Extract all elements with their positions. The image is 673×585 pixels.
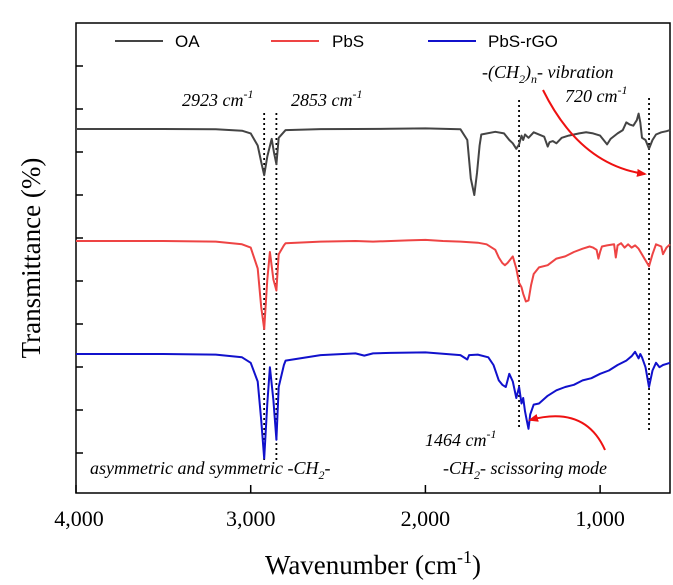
series-line-pbs xyxy=(76,238,671,330)
y-axis-title: Transmittance (%) xyxy=(16,158,46,359)
legend-label-pbs-rgo: PbS-rGO xyxy=(488,32,558,51)
x-tick-label: 4,000 xyxy=(54,506,104,531)
arrow-1464-scissoring xyxy=(528,414,606,451)
plot-frame xyxy=(75,22,671,494)
x-ticks: 4,000 3,000 2,000 1,000 xyxy=(54,485,625,531)
legend-label-oa: OA xyxy=(175,32,200,51)
x-tick-label: 3,000 xyxy=(226,506,276,531)
x-axis-title: Wavenumber (cm-1) xyxy=(265,547,481,580)
x-tick-label: 1,000 xyxy=(575,506,625,531)
arrow-720-vibration xyxy=(542,89,647,177)
annotation-ch2n-vibration: -(CH2)n- vibration xyxy=(482,62,614,86)
legend: OA PbS PbS-rGO xyxy=(115,32,558,51)
annotation-1464: 1464 cm-1 xyxy=(425,427,497,450)
annotation-2853: 2853 cm-1 xyxy=(291,87,363,110)
series-line-pbs-rgo xyxy=(76,350,671,460)
annotation-720: 720 cm-1 xyxy=(565,83,628,106)
legend-label-pbs: PbS xyxy=(332,32,364,51)
annotation-2923: 2923 cm-1 xyxy=(182,87,254,110)
annotation-asym-sym: asymmetric and symmetric -CH2- xyxy=(90,458,330,482)
series-layer xyxy=(76,112,671,460)
series-line-oa xyxy=(76,112,671,196)
annotation-scissoring: -CH2- scissoring mode xyxy=(443,458,607,482)
x-tick-label: 2,000 xyxy=(401,506,451,531)
y-ticks xyxy=(76,65,83,454)
